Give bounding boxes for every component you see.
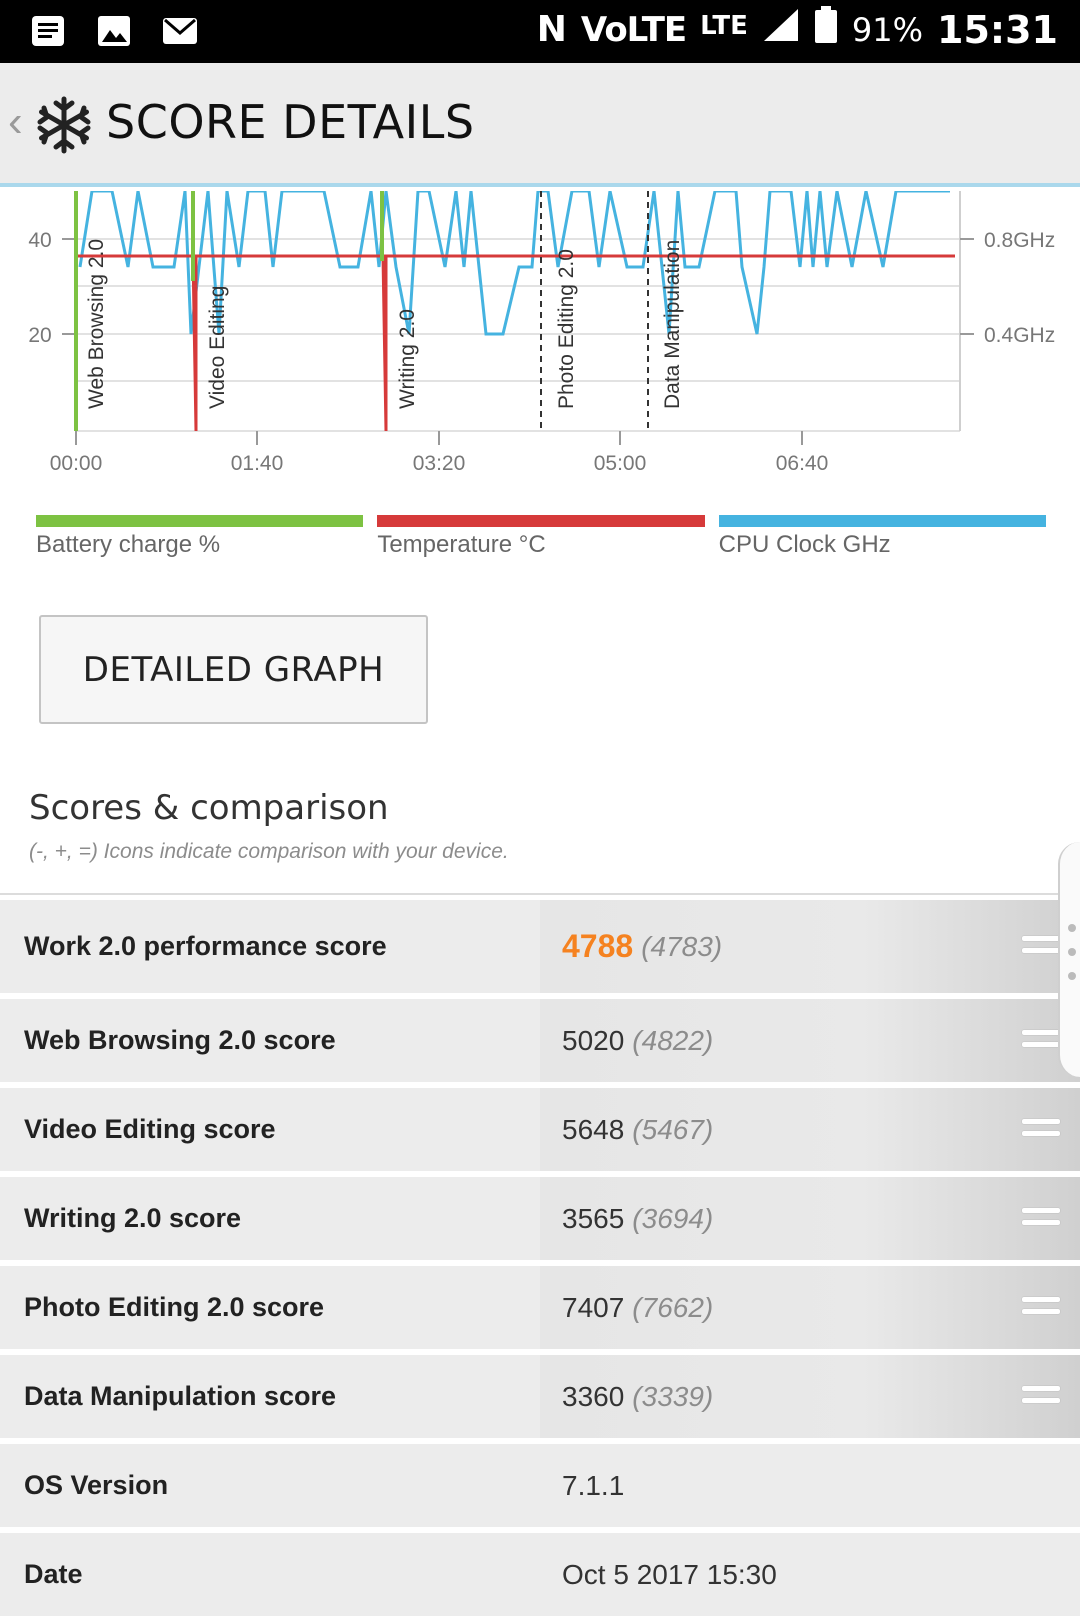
score-row-writing[interactable]: Writing 2.0 score 3565 (3694) <box>0 1177 1080 1266</box>
score-row-work[interactable]: Work 2.0 performance score 4788 (4783) <box>0 900 1080 999</box>
y-tick-label-left: 20 <box>28 324 51 347</box>
row-label: Date <box>0 1533 540 1616</box>
legend-label-temperature: Temperature °C <box>377 531 546 558</box>
score-table: Work 2.0 performance score 4788 (4783) W… <box>0 900 1080 1620</box>
equal-icon <box>1022 1029 1060 1052</box>
lte-label: LTE <box>700 10 748 41</box>
score-value: 5648 <box>562 1113 625 1145</box>
score-row-web-browsing[interactable]: Web Browsing 2.0 score 5020 (4822) <box>0 999 1080 1088</box>
x-tick-label: 01:40 <box>231 452 284 475</box>
battery-icon <box>814 6 838 53</box>
status-bar: N VoLTE LTE 91% 15:31 <box>0 0 1080 63</box>
score-row-video-editing[interactable]: Video Editing score 5648 (5467) <box>0 1088 1080 1177</box>
row-value-cell: Oct 5 2017 15:30 <box>540 1533 1080 1616</box>
score-value: 5020 <box>562 1024 625 1056</box>
equal-icon <box>1022 1385 1060 1408</box>
score-compare: (4822) <box>632 1024 714 1056</box>
equal-icon <box>1022 1118 1060 1141</box>
legend-label-battery: Battery charge % <box>36 531 221 558</box>
os-version-row: OS Version 7.1.1 <box>0 1444 1080 1533</box>
divider <box>0 893 1080 895</box>
row-value-cell: 3565 (3694) <box>540 1177 1080 1260</box>
segment-label: Web Browsing 2.0 <box>85 239 108 409</box>
back-chevron-icon[interactable]: ‹ <box>8 97 23 146</box>
scores-subtitle: (-, +, =) Icons indicate comparison with… <box>29 840 509 863</box>
nfc-icon: N <box>536 9 567 50</box>
row-value-cell: 7.1.1 <box>540 1444 1080 1527</box>
notes-icon <box>28 12 68 50</box>
legend-swatch-cpu-clock <box>718 515 1046 527</box>
snowflake-icon <box>34 95 94 155</box>
equal-icon <box>1022 935 1060 958</box>
x-tick-label: 03:20 <box>413 452 466 475</box>
os-version-value: 7.1.1 <box>562 1469 625 1501</box>
y-tick-label-right: 0.4GHz <box>984 324 1055 347</box>
temperature-line <box>74 254 955 432</box>
page-title: SCORE DETAILS <box>106 95 475 149</box>
clock: 15:31 <box>937 7 1058 52</box>
row-label: OS Version <box>0 1444 540 1527</box>
mail-icon <box>160 12 200 50</box>
score-value: 3565 <box>562 1202 625 1234</box>
row-label: Web Browsing 2.0 score <box>0 999 540 1082</box>
score-compare: (5467) <box>632 1113 714 1145</box>
row-label: Data Manipulation score <box>0 1355 540 1438</box>
row-value-cell: 3360 (3339) <box>540 1355 1080 1438</box>
segment-label: Video Editing <box>206 286 229 409</box>
score-compare: (7662) <box>632 1291 714 1323</box>
performance-chart: 40 20 0.8GHz 0.4GHz 00:00 01:40 03:20 05:00 06:4… <box>0 189 1080 491</box>
row-label: Work 2.0 performance score <box>0 900 540 993</box>
app-bar: ‹ SCORE DETAILS <box>0 63 1080 187</box>
score-compare: (4783) <box>641 930 723 962</box>
battery-percent: 91% <box>851 10 924 49</box>
legend-swatch-battery <box>36 515 364 527</box>
row-label: Writing 2.0 score <box>0 1177 540 1260</box>
segment-label: Photo Editing 2.0 <box>555 249 578 409</box>
x-tick-label: 06:40 <box>776 452 829 475</box>
score-value: 7407 <box>562 1291 625 1323</box>
legend-label-cpu-clock: CPU Clock GHz <box>718 531 891 558</box>
side-drawer-handle[interactable] <box>1058 842 1080 1077</box>
detailed-graph-button[interactable]: DETAILED GRAPH <box>39 615 428 724</box>
x-tick-label: 00:00 <box>50 452 103 475</box>
y-tick-label-right: 0.8GHz <box>984 229 1055 252</box>
equal-icon <box>1022 1296 1060 1319</box>
chart-legend: Battery charge % Temperature °C CPU Cloc… <box>36 515 1046 559</box>
score-compare: (3339) <box>632 1380 714 1412</box>
segment-label: Data Manipulation <box>661 240 684 409</box>
score-row-photo-editing[interactable]: Photo Editing 2.0 score 7407 (7662) <box>0 1266 1080 1355</box>
score-row-data-manipulation[interactable]: Data Manipulation score 3360 (3339) <box>0 1355 1080 1444</box>
legend-swatch-temperature <box>377 515 705 527</box>
segment-label: Writing 2.0 <box>396 309 419 409</box>
row-label: Video Editing score <box>0 1088 540 1171</box>
score-compare: (3694) <box>632 1202 714 1234</box>
row-label: Photo Editing 2.0 score <box>0 1266 540 1349</box>
legend-item-temperature: Temperature °C <box>377 515 705 559</box>
row-value-cell: 5648 (5467) <box>540 1088 1080 1171</box>
volte-label: VoLTE <box>580 9 687 50</box>
row-value-cell: 4788 (4783) <box>540 900 1080 993</box>
image-icon <box>94 12 134 50</box>
score-value: 4788 <box>562 928 634 964</box>
scores-title: Scores & comparison <box>29 788 389 828</box>
y-tick-label-left: 40 <box>28 229 51 252</box>
equal-icon <box>1022 1207 1060 1230</box>
row-value-cell: 7407 (7662) <box>540 1266 1080 1349</box>
row-value-cell: 5020 (4822) <box>540 999 1080 1082</box>
date-value: Oct 5 2017 15:30 <box>562 1558 777 1590</box>
date-row: Date Oct 5 2017 15:30 <box>0 1533 1080 1620</box>
score-value: 3360 <box>562 1380 625 1412</box>
cpu-clock-line <box>78 189 950 336</box>
x-tick-label: 05:00 <box>594 452 647 475</box>
signal-icon <box>762 7 800 52</box>
legend-item-battery: Battery charge % <box>36 515 364 559</box>
legend-item-cpu-clock: CPU Clock GHz <box>718 515 1046 559</box>
